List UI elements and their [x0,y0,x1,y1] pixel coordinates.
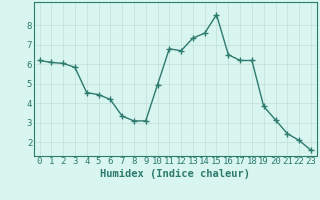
X-axis label: Humidex (Indice chaleur): Humidex (Indice chaleur) [100,169,250,179]
